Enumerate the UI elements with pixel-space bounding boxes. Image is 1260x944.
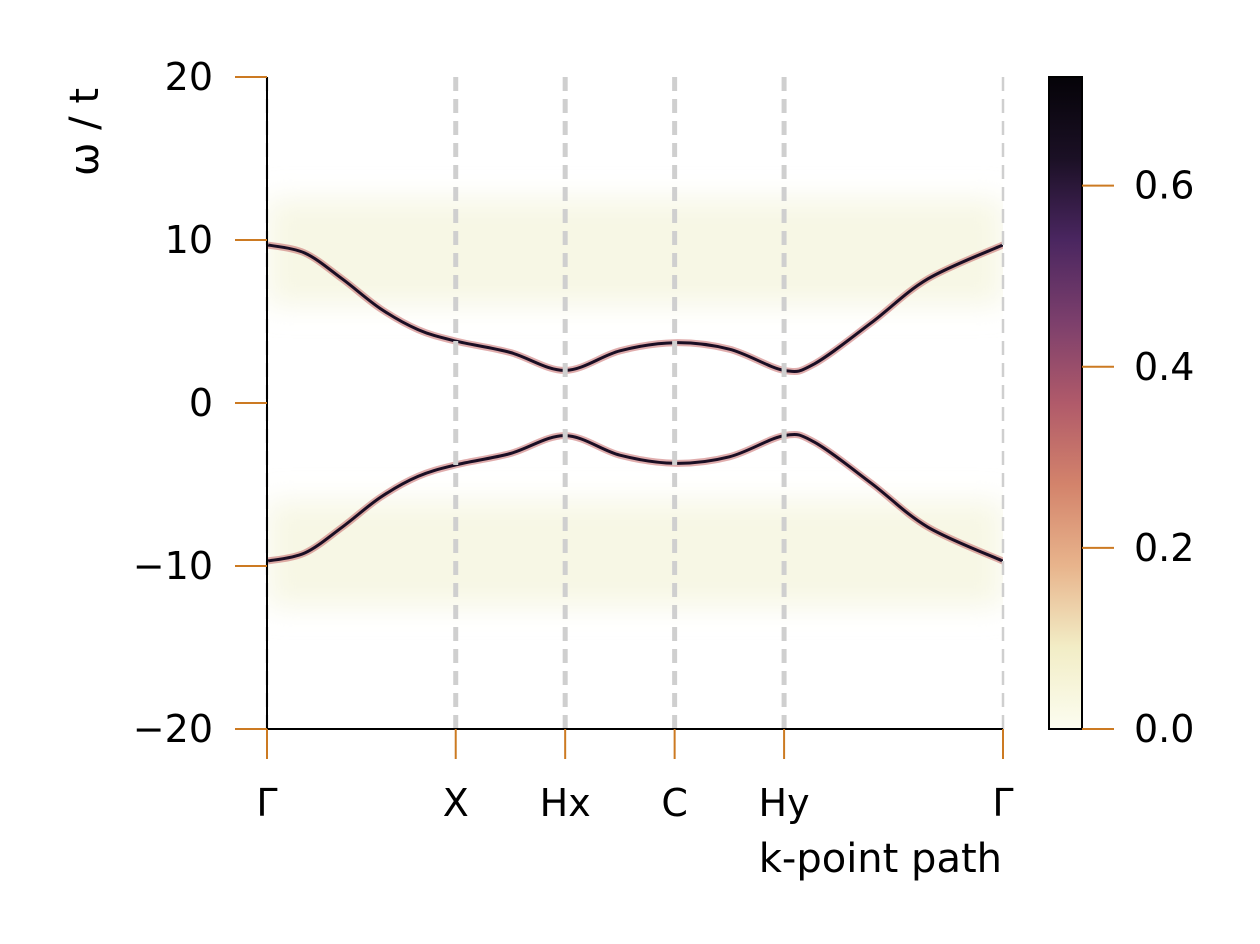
y-axis-title: ω / t xyxy=(62,88,108,176)
x-tick-label: Hy xyxy=(759,781,810,825)
x-tick-label: Γ xyxy=(992,781,1013,825)
x-tick-label: Γ xyxy=(256,781,277,825)
colorbar-tick-label: 0.6 xyxy=(1134,164,1194,208)
x-tick-label: C xyxy=(661,781,688,825)
y-tick-label: −20 xyxy=(133,707,213,751)
diffuse-region-upper xyxy=(267,199,1003,305)
x-axis-ticks: Γ X Hx C Hy Γ xyxy=(256,729,1013,825)
y-tick-label: 0 xyxy=(189,381,213,425)
y-tick-label: 10 xyxy=(165,218,213,262)
x-tick-label: X xyxy=(443,781,469,825)
y-tick-label: 20 xyxy=(165,55,213,99)
plot-background xyxy=(267,77,1003,729)
x-tick-label: Hx xyxy=(540,781,591,825)
colorbar-ticks: 0.0 0.2 0.4 0.6 xyxy=(1082,164,1194,751)
colorbar-tick-label: 0.2 xyxy=(1134,526,1194,570)
colorbar-tick-label: 0.0 xyxy=(1134,707,1194,751)
diffuse-region-lower xyxy=(267,501,1003,607)
colorbar-tick-label: 0.4 xyxy=(1134,345,1194,389)
colorbar-fill xyxy=(1049,77,1082,729)
y-axis-ticks: 20 10 0 −10 −20 xyxy=(133,55,267,751)
y-tick-label: −10 xyxy=(133,544,213,588)
colorbar: 0.0 0.2 0.4 0.6 xyxy=(1049,77,1194,751)
plot-area xyxy=(267,77,1003,729)
x-axis-title: k-point path xyxy=(759,836,1002,882)
